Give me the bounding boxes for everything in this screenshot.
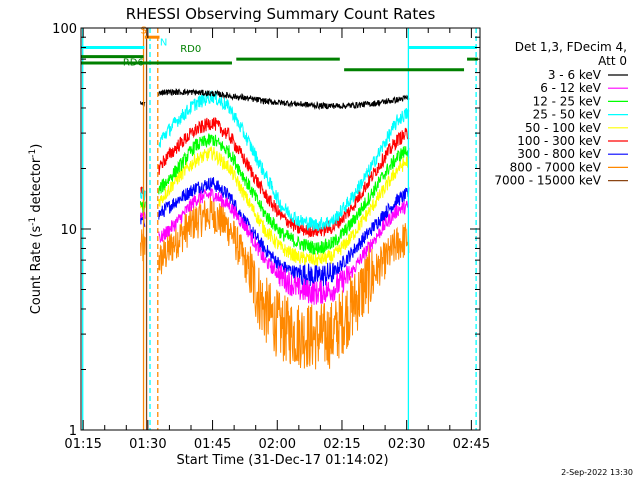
legend-header-line-2: Att 0: [598, 54, 627, 68]
series-line-segment: [158, 195, 410, 370]
night-flag-label: N: [160, 37, 167, 48]
rd0-label: RD0: [180, 44, 201, 55]
y-axis-label-tail: detector: [29, 157, 44, 217]
series-line-segment: [158, 90, 410, 232]
legend-label: 50 - 100 keV: [525, 121, 602, 135]
series-line-segment: [140, 229, 146, 262]
x-tick-label: 02:00: [259, 437, 296, 452]
y-axis-label-tail-sup: -1: [28, 149, 38, 158]
legend-label: 25 - 50 keV: [533, 108, 602, 122]
legend-label: 12 - 25 keV: [533, 94, 602, 108]
series-line-segment: [158, 88, 410, 111]
plot-area: [81, 28, 478, 430]
x-tick-label: 01:30: [129, 437, 166, 452]
chart-title: RHESSI Observing Summary Count Rates: [126, 5, 436, 23]
x-tick-label: 02:45: [453, 437, 490, 452]
y-axis-label-main: Count Rate (s: [29, 226, 44, 315]
y-axis-label-sup: -1: [28, 217, 38, 226]
legend-label: 7000 - 15000 keV: [494, 174, 601, 188]
series-line-segment: [158, 133, 410, 255]
attenuator-flag-label: S: [141, 25, 147, 36]
legend-header-line-1: Det 1,3, FDecim 4,: [515, 40, 627, 54]
x-tick-label: 02:30: [388, 437, 425, 452]
legend-label: 300 - 800 keV: [517, 147, 601, 161]
x-tick-label: 01:45: [194, 437, 231, 452]
legend-label: 6 - 12 keV: [540, 81, 602, 95]
y-tick-label: 10: [60, 223, 77, 238]
y-tick-label: 1: [69, 424, 77, 439]
y-axis-label: Count Rate (s-1 detector-1): [28, 144, 44, 315]
x-tick-label: 01:15: [64, 437, 101, 452]
rd6-label: RD6: [123, 58, 144, 69]
x-tick-label: 02:15: [323, 437, 360, 452]
series-line-segment: [140, 101, 146, 107]
series-3-to-6kev: [140, 88, 410, 111]
series-line-segment: [158, 188, 410, 305]
series-line-segment: [158, 117, 410, 239]
y-tick-label: 100: [52, 22, 77, 37]
series-line-segment: [158, 146, 410, 266]
legend-label: 100 - 300 keV: [517, 134, 601, 148]
x-axis-label: Start Time (31-Dec-17 01:14:02): [176, 453, 388, 468]
y-axis-label-close: ): [29, 144, 44, 149]
footer-timestamp: 2-Sep-2022 13:30: [561, 468, 633, 477]
legend-label: 3 - 6 keV: [548, 68, 602, 82]
legend-label: 800 - 7000 keV: [510, 160, 602, 174]
